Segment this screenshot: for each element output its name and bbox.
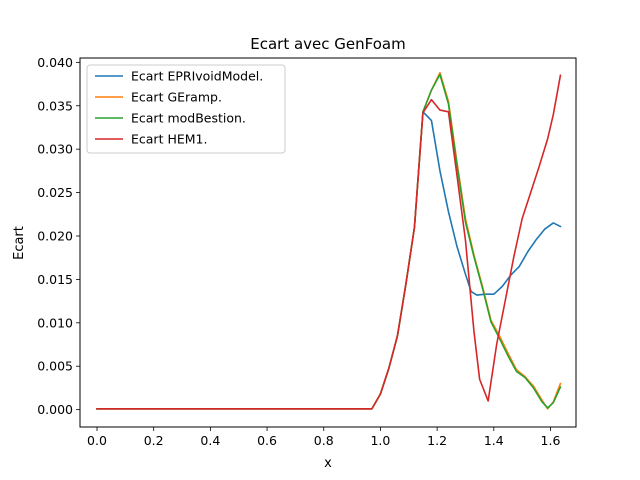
plot-area [96,71,562,410]
legend-box [86,64,286,154]
legend: Ecart EPRIvoidModel. Ecart GEramp. Ecart m… [86,64,286,154]
x-axis-label: x [324,456,332,471]
y-tick-label: 0.030 [37,142,73,157]
x-tick-label: 1.2 [427,433,447,448]
legend-label: Ecart EPRIvoidModel. [131,69,263,84]
y-tick-label: 0.040 [37,55,73,70]
x-tick-label: 1.6 [541,433,561,448]
x-tick-label: 0.8 [314,433,334,448]
y-tick-label: 0.000 [37,402,73,417]
x-tick-label: 0.4 [200,433,220,448]
legend-label: Ecart HEM1. [131,132,207,147]
y-tick-label: 0.005 [37,359,73,374]
axes-frame [79,57,577,428]
x-tick-label: 1.0 [370,433,390,448]
x-tick-label: 0.2 [144,433,164,448]
y-tick-label: 0.015 [37,272,73,287]
series-line-4 [96,74,562,410]
x-tick-label: 0.0 [87,433,107,448]
legend-label: Ecart modBestion. [131,111,246,126]
legend-label: Ecart GEramp. [131,90,222,105]
y-tick-label: 0.035 [37,98,73,113]
y-tick-label: 0.010 [37,315,73,330]
y-tick-label: 0.025 [37,185,73,200]
y-tick-label: 0.020 [37,228,73,243]
x-tick-label: 1.4 [484,433,504,448]
x-tick-label: 0.6 [257,433,277,448]
y-axis-label: Ecart [12,226,27,260]
chart-title: Ecart avec GenFoam [250,35,405,53]
